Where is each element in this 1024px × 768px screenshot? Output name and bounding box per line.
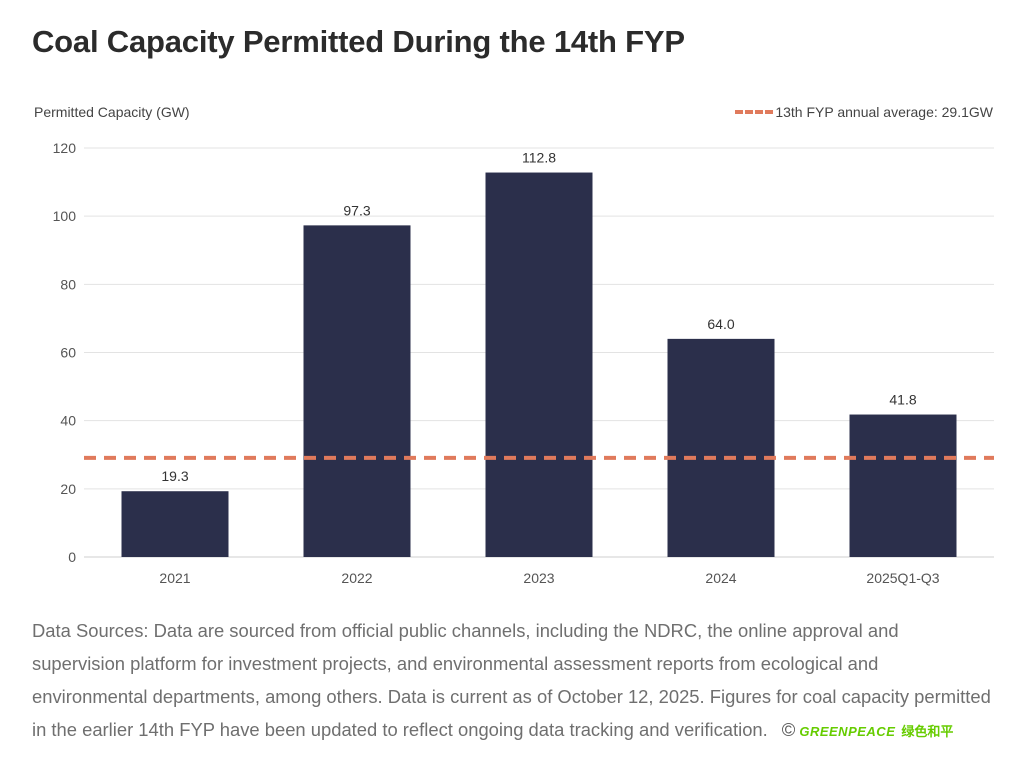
legend-label: 13th FYP annual average: 29.1GW — [775, 104, 993, 120]
legend-dashed-line-swatch — [735, 110, 774, 114]
legend: 13th FYP annual average: 29.1GW — [735, 104, 993, 120]
copyright-symbol: © — [781, 719, 796, 740]
y-tick-label: 100 — [53, 208, 77, 224]
x-tick-label: 2023 — [523, 570, 554, 586]
bar-2022 — [303, 225, 411, 557]
y-tick-label: 20 — [60, 481, 76, 497]
bar-value-label: 41.8 — [889, 392, 916, 408]
bar-2021 — [121, 491, 229, 557]
bar-2024 — [667, 338, 775, 557]
bar-value-label: 112.8 — [522, 150, 556, 166]
y-axis-label: Permitted Capacity (GW) — [34, 104, 190, 120]
bar-value-label: 97.3 — [343, 202, 370, 218]
bar-2025q1-q3 — [849, 414, 957, 557]
y-tick-label: 0 — [68, 549, 76, 565]
x-tick-label: 2025Q1-Q3 — [866, 570, 939, 586]
y-tick-label: 60 — [60, 345, 76, 361]
bar-2023 — [485, 172, 593, 558]
bar-value-label: 64.0 — [707, 316, 734, 332]
greenpeace-logo: GREENPEACE — [799, 724, 896, 739]
chart-title: Coal Capacity Permitted During the 14th … — [32, 24, 685, 59]
y-tick-label: 40 — [60, 413, 76, 429]
greenpeace-logo-chinese: 绿色和平 — [901, 724, 954, 739]
bar-value-label: 19.3 — [161, 468, 188, 484]
x-tick-label: 2021 — [159, 570, 190, 586]
x-tick-label: 2022 — [341, 570, 372, 586]
x-tick-label: 2024 — [705, 570, 736, 586]
bar-chart: 0 20 40 60 80 100 120 19.3 2021 97.3 2022 112.8 202… — [53, 140, 994, 586]
y-tick-label: 80 — [60, 276, 76, 292]
data-sources-note: Data Sources: Data are sourced from offi… — [32, 614, 994, 748]
data-sources-text: Data Sources: Data are sourced from offi… — [32, 620, 991, 740]
y-tick-label: 120 — [53, 140, 77, 156]
